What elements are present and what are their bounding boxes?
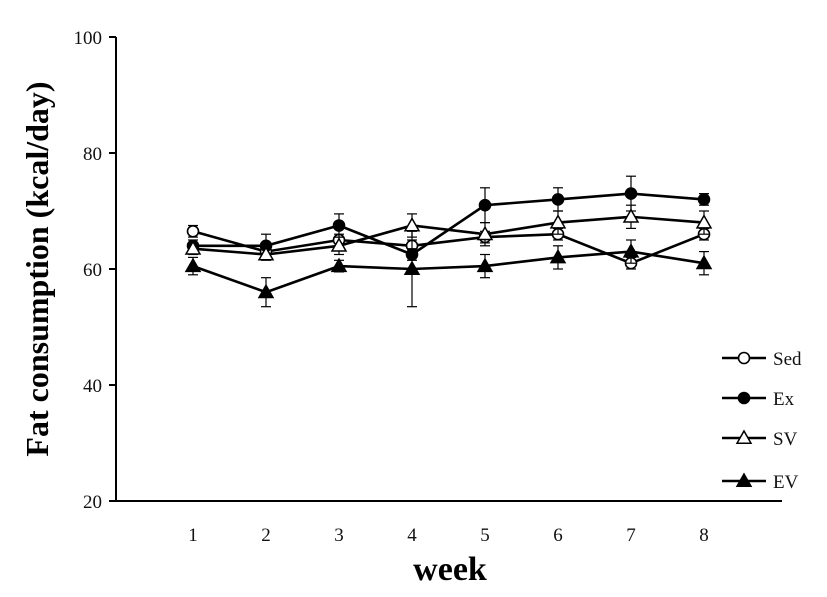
series-ev [184, 230, 713, 308]
data-point-sv [257, 245, 275, 261]
axes: 20 40 60 80 100 1 2 3 4 5 6 7 8 [74, 28, 782, 546]
data-point-ex [478, 198, 492, 212]
y-tick-label: 60 [83, 260, 102, 281]
data-point-ex [551, 193, 565, 206]
legend-label-sv: SV [773, 429, 798, 450]
data-point-ev [549, 248, 567, 264]
data-point-ev [622, 243, 640, 258]
data-point-sv [403, 216, 421, 232]
series-line-sv [192, 215, 705, 256]
data-point-ev [476, 257, 494, 273]
data-point-sv [549, 214, 567, 229]
data-point-ev [184, 257, 202, 273]
legend-item-ev: EV [722, 472, 799, 493]
legend-marker-ev [735, 472, 753, 487]
y-tick-label: 80 [83, 144, 102, 165]
x-tick-label: 7 [626, 525, 636, 546]
legend: Sed Ex SV EV [722, 349, 802, 493]
legend-marker-sed [737, 351, 751, 365]
x-tick-label: 4 [407, 525, 417, 546]
x-tick-label: 6 [553, 525, 563, 546]
x-tick-label: 2 [261, 525, 271, 546]
x-tick-label: 8 [699, 525, 709, 546]
x-tick-label: 3 [334, 525, 344, 546]
y-axis-ticks: 20 40 60 80 100 [74, 28, 116, 513]
data-point-ev [403, 260, 421, 275]
data-point-sed [186, 225, 200, 238]
legend-item-sed: Sed [722, 349, 802, 370]
legend-marker-sv [735, 429, 753, 444]
legend-item-ex: Ex [722, 389, 795, 410]
series-sv [184, 204, 713, 261]
data-point-ev [695, 254, 713, 270]
series-layer [184, 175, 713, 308]
legend-label-sed: Sed [773, 349, 802, 370]
data-point-sv [695, 214, 713, 229]
legend-label-ev: EV [773, 472, 799, 493]
y-axis-title: Fat consumption (kcal/day) [19, 81, 55, 456]
y-tick-label: 100 [74, 28, 103, 49]
y-tick-label: 40 [83, 376, 102, 397]
x-tick-label: 5 [480, 525, 490, 546]
data-point-sv [476, 225, 494, 241]
legend-label-ex: Ex [773, 389, 795, 410]
data-point-ev [330, 257, 348, 273]
x-axis-ticks: 1 2 3 4 5 6 7 8 [188, 525, 709, 546]
x-axis-title: week [413, 551, 487, 588]
data-point-sv [330, 237, 348, 252]
y-tick-label: 20 [83, 492, 102, 513]
data-point-ex [697, 193, 711, 206]
legend-marker-ex [737, 391, 751, 405]
legend-item-sv: SV [722, 429, 798, 450]
data-point-ex [332, 219, 346, 232]
data-point-ex [624, 187, 638, 200]
series-line-sed [192, 230, 705, 265]
data-point-sv [622, 208, 640, 223]
data-point-sv [184, 240, 202, 255]
data-point-ev [257, 283, 275, 299]
x-tick-label: 1 [188, 525, 198, 546]
series-line-ev [192, 250, 705, 294]
